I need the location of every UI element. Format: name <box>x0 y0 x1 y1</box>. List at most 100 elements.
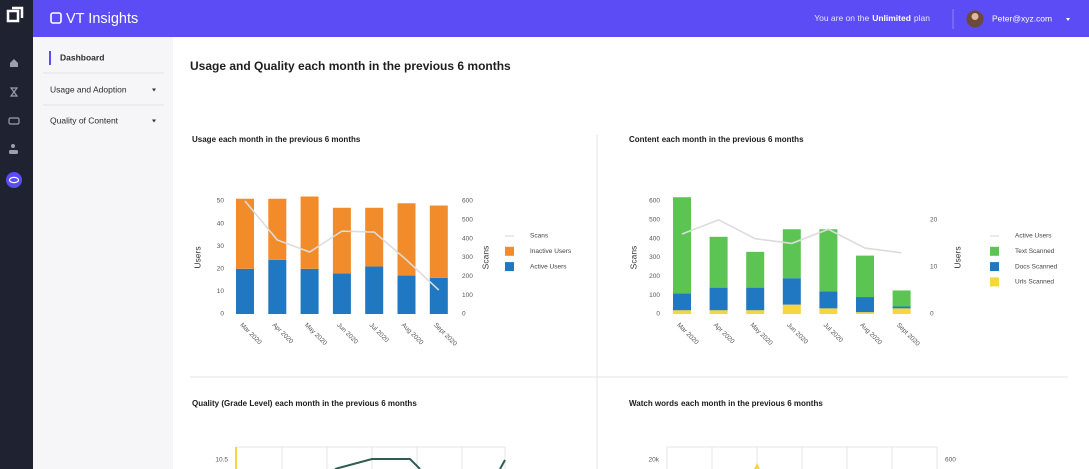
y-tick-label: 0 <box>220 311 224 318</box>
legend-label[interactable]: Active Users <box>530 263 567 270</box>
active-indicator <box>49 51 51 65</box>
legend-label[interactable]: Docs Scanned <box>1015 263 1058 270</box>
bar-segment <box>673 293 691 311</box>
bar-segment <box>782 304 801 314</box>
y-tick-label: 30 <box>217 243 225 250</box>
x-tick-label: Mar 2020 <box>675 322 700 347</box>
y2-tick-label: 600 <box>462 198 473 205</box>
insights-icon[interactable] <box>6 172 22 188</box>
chart-title: Content each month in the previous 6 mont… <box>629 135 804 144</box>
x-tick-label: Aug 2020 <box>400 322 425 347</box>
legend-label[interactable]: Active Users <box>1015 233 1052 240</box>
legend-swatch <box>990 262 999 272</box>
bar-segment <box>892 290 911 307</box>
y2-tick-label: 100 <box>462 292 473 299</box>
x-tick-label: Jul 2020 <box>368 322 391 345</box>
plan-info: You are on the Unlimited plan <box>814 13 930 23</box>
x-tick-label: Jul 2020 <box>822 322 845 345</box>
chart-title-bold: Content <box>629 135 660 144</box>
y2-tick-label: 0 <box>930 311 934 318</box>
user-menu-caret[interactable] <box>1066 18 1070 21</box>
y-tick-label: 40 <box>217 220 225 227</box>
plan-prefix: You are on the <box>814 13 869 23</box>
bar-segment <box>782 278 801 305</box>
nav-item[interactable]: Dashboard <box>60 52 104 62</box>
home-icon[interactable] <box>10 59 18 67</box>
y-tick-label: 300 <box>649 254 660 261</box>
eye-icon <box>8 176 20 184</box>
y-tick-label: 20 <box>217 266 225 273</box>
legend-label[interactable]: Text Scanned <box>1015 248 1055 255</box>
brand[interactable]: VT Insights <box>66 11 138 27</box>
nav-caret[interactable] <box>152 88 156 92</box>
legend-swatch <box>505 246 514 256</box>
bar-segment <box>300 268 319 314</box>
bar-segment <box>673 197 691 294</box>
side-nav <box>33 37 173 469</box>
y2-tick-label: 0 <box>462 311 466 318</box>
timer-icon[interactable] <box>9 87 19 97</box>
page-title: Usage and Quality each month in the prev… <box>190 59 511 73</box>
bar-segment <box>332 273 351 314</box>
y-tick-label: 400 <box>649 235 660 242</box>
bar-segment <box>892 308 911 314</box>
users-icon[interactable] <box>11 144 15 148</box>
bar-segment <box>892 306 911 309</box>
chart-title: Usage each month in the previous 6 months <box>192 135 361 144</box>
bar-segment <box>236 268 254 314</box>
x-tick-label: Jun 2020 <box>785 322 809 346</box>
x-tick-label: Jun 2020 <box>335 322 359 346</box>
chart-title-rest: each month in the previous 6 months <box>219 135 361 144</box>
bar-segment <box>856 312 874 314</box>
bar-segment <box>300 196 319 269</box>
y-tick-label: 10 <box>217 288 225 295</box>
bar-segment <box>709 236 728 288</box>
brand-icon <box>50 12 62 24</box>
bar-segment <box>365 266 384 314</box>
chart-title: Watch words each month in the previous 6 … <box>629 399 823 408</box>
y2-tick-label: 500 <box>462 217 473 224</box>
x-tick-label: Apr 2020 <box>712 322 736 346</box>
bar-segment <box>782 229 801 279</box>
y-tick-label: 200 <box>649 273 660 280</box>
line-series <box>244 200 440 291</box>
bar-segment <box>746 251 765 288</box>
chart-title-rest: each month in the previous 6 months <box>681 399 823 408</box>
chart-title-bold: Quality (Grade Level) <box>192 399 273 408</box>
y2-tick-label: 400 <box>462 235 473 242</box>
bar-segment <box>397 275 416 314</box>
legend-label[interactable]: Urls Scanned <box>1015 279 1054 286</box>
y2-tick-label: 20 <box>930 217 938 224</box>
nav-item[interactable]: Quality of Content <box>50 115 119 125</box>
nav-item[interactable]: Usage and Adoption <box>50 84 127 94</box>
plan-name: Unlimited <box>872 13 911 23</box>
y2-tick-label: 300 <box>462 254 473 261</box>
x-tick-label: May 2020 <box>303 322 328 347</box>
quality-line <box>499 459 506 469</box>
bar-segment <box>365 207 384 267</box>
icon-rail <box>0 0 33 469</box>
legend-label[interactable]: Inactive Users <box>530 248 572 255</box>
bar-segment <box>819 308 838 314</box>
bar-segment <box>268 259 287 314</box>
y-axis-label: Scans <box>628 246 638 270</box>
bar-segment <box>856 255 874 298</box>
legend-label[interactable]: Scans <box>530 233 549 240</box>
users-icon-body <box>9 150 18 154</box>
bar-segment <box>429 205 448 278</box>
logo-mark[interactable] <box>6 6 24 23</box>
legend-swatch <box>990 277 999 287</box>
bar-segment <box>236 198 254 269</box>
chart-title-bold: Usage <box>192 135 217 144</box>
bar-segment <box>856 297 874 313</box>
x-tick-label: Sept 2020 <box>895 322 921 348</box>
y2-tick-label: 10 <box>930 264 938 271</box>
card-icon[interactable] <box>8 117 20 125</box>
bar-segment <box>268 198 287 260</box>
y-tick-label: 500 <box>649 217 660 224</box>
quality-line <box>334 458 421 469</box>
watch-marker <box>754 463 760 469</box>
user-email[interactable]: Peter@xyz.com <box>992 13 1052 23</box>
nav-caret[interactable] <box>152 119 156 123</box>
